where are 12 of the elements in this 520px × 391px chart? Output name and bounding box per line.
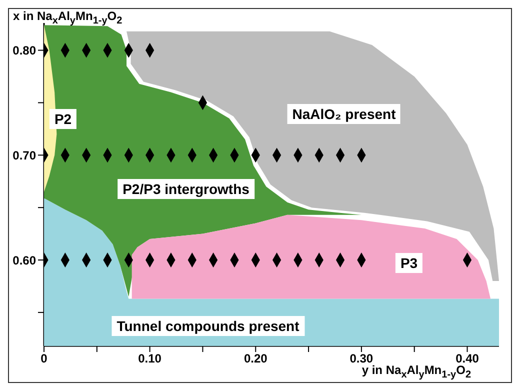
- annotation: P2: [49, 109, 77, 129]
- annotation: Tunnel compounds present: [112, 316, 304, 336]
- annotation: P2/P3 intergrowths: [118, 179, 254, 199]
- x-tick-label: 0: [40, 352, 48, 366]
- annotation: P3: [395, 253, 423, 273]
- annotation: NaAlO₂ present: [287, 104, 401, 124]
- y-axis-title: x in Na$_{x}$Al$_{y}$Mn$_{1-y}$O$_{2}$: [13, 9, 122, 26]
- y-tick-label: 0.80: [12, 44, 36, 58]
- x-tick-label: 0.20: [244, 352, 268, 366]
- y-tick-label: 0.70: [12, 148, 36, 162]
- x-tick-label: 0.10: [138, 352, 162, 366]
- y-tick-label: 0.60: [12, 253, 36, 268]
